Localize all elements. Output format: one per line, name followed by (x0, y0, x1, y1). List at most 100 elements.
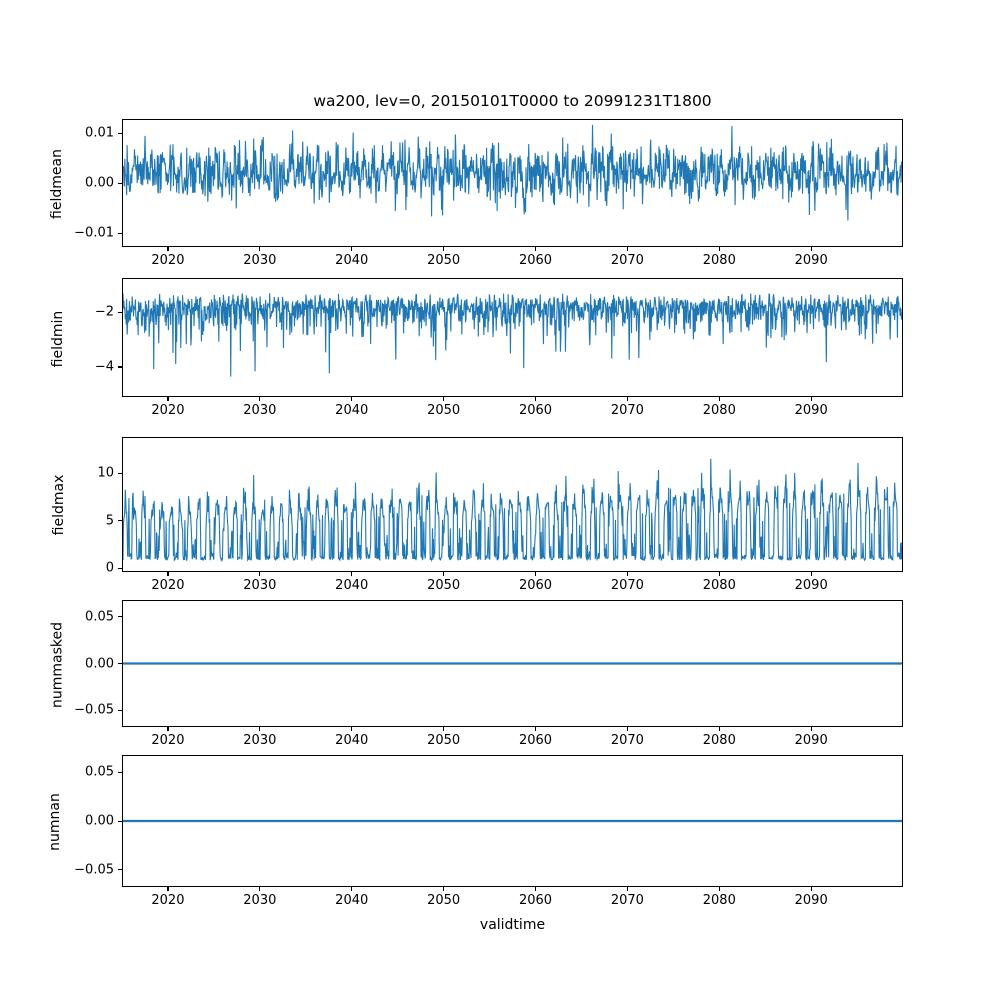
ytick-label-fieldmax-1: 5 (105, 513, 114, 529)
xtick-mark-p3-7 (810, 727, 812, 731)
xtick-label-p1-6: 2080 (702, 403, 736, 418)
xtick-mark-p3-6 (718, 727, 720, 731)
xtick-mark-p3-0 (167, 727, 169, 731)
xtick-mark-p1-4 (535, 397, 537, 401)
xtick-label-p0-0: 2020 (151, 253, 185, 268)
xtick-label-p0-1: 2030 (243, 253, 277, 268)
xtick-label-p3-2: 2040 (335, 733, 369, 748)
xtick-label-p4-3: 2050 (427, 893, 461, 908)
subplot-nummasked (122, 600, 903, 727)
subplot-fieldmin (122, 278, 903, 397)
ytick-mark-numnan-1 (118, 820, 122, 822)
xtick-mark-p2-2 (351, 572, 353, 576)
xtick-mark-p4-6 (718, 887, 720, 891)
xtick-label-p2-2: 2040 (335, 578, 369, 593)
ytick-label-nummasked-1: 0.00 (85, 656, 114, 671)
xtick-label-p0-5: 2070 (610, 253, 644, 268)
xtick-mark-p4-5 (626, 887, 628, 891)
xtick-mark-p1-1 (259, 397, 261, 401)
xtick-mark-p0-1 (259, 247, 261, 251)
xtick-label-p1-5: 2070 (610, 403, 644, 418)
xtick-mark-p2-7 (810, 572, 812, 576)
ytick-label-fieldmean-1: 0.00 (85, 175, 114, 191)
ytick-label-nummasked-0: −0.05 (74, 702, 114, 718)
figure-title: wa200, lev=0, 20150101T0000 to 20991231T… (313, 92, 712, 110)
xtick-label-p0-2: 2040 (335, 253, 369, 268)
ytick-mark-numnan-0 (118, 869, 122, 871)
ytick-mark-fieldmax-1 (118, 520, 122, 522)
ytick-mark-fieldmean-1 (118, 182, 122, 184)
ytick-label-fieldmean-0: −0.01 (74, 225, 114, 241)
ytick-mark-nummasked-1 (118, 663, 122, 665)
fieldmax-plot-area (123, 438, 902, 571)
fieldmax-series-line (123, 459, 902, 560)
subplot-numnan (122, 755, 903, 887)
ytick-mark-numnan-2 (118, 771, 122, 774)
xtick-mark-p3-3 (443, 727, 445, 731)
xtick-label-p2-7: 2090 (794, 578, 828, 593)
xtick-mark-p2-5 (626, 572, 628, 576)
fieldmin-series-line (123, 293, 902, 376)
ytick-mark-fieldmean-0 (118, 232, 122, 234)
xtick-label-p1-1: 2030 (243, 403, 277, 418)
ytick-label-numnan-2: 0.05 (85, 764, 114, 780)
ytick-mark-fieldmin-1 (118, 311, 122, 313)
xtick-mark-p2-0 (167, 572, 169, 576)
xtick-label-p3-3: 2050 (427, 733, 461, 748)
xtick-mark-p1-7 (810, 397, 812, 401)
xtick-label-p1-7: 2090 (794, 403, 828, 418)
xtick-label-p2-1: 2030 (243, 578, 277, 593)
subplot-fieldmean (122, 119, 903, 247)
fieldmin-plot-area (123, 279, 902, 396)
ytick-mark-fieldmin-0 (118, 366, 122, 368)
xtick-mark-p4-0 (167, 887, 169, 891)
xtick-label-p2-5: 2070 (610, 578, 644, 593)
xtick-mark-p1-5 (626, 397, 628, 401)
xtick-label-p1-3: 2050 (427, 403, 461, 418)
xtick-mark-p3-5 (626, 727, 628, 731)
ytick-mark-fieldmean-2 (118, 132, 122, 134)
xtick-label-p3-6: 2080 (702, 733, 736, 748)
xtick-label-p0-7: 2090 (794, 253, 828, 268)
fieldmean-series-line (123, 125, 902, 220)
xtick-mark-p2-6 (718, 572, 720, 576)
xtick-mark-p0-6 (718, 247, 720, 251)
xaxis-label: validtime (479, 917, 546, 933)
ytick-mark-fieldmax-2 (118, 472, 122, 474)
xtick-label-p2-6: 2080 (702, 578, 736, 593)
xtick-label-p0-6: 2080 (702, 253, 736, 268)
xtick-label-p2-0: 2020 (151, 578, 185, 593)
xtick-mark-p4-7 (810, 887, 812, 891)
xtick-mark-p2-1 (259, 572, 261, 576)
xtick-label-p0-3: 2050 (427, 253, 461, 268)
ytick-label-nummasked-2: 0.05 (85, 609, 114, 625)
xtick-mark-p2-3 (443, 572, 445, 576)
xtick-label-p4-2: 2040 (335, 893, 369, 908)
xtick-label-p3-1: 2030 (243, 733, 277, 748)
xtick-mark-p0-7 (810, 247, 812, 251)
nummasked-plot-area (123, 601, 902, 726)
xtick-label-p4-1: 2030 (243, 893, 277, 908)
xtick-label-p0-4: 2060 (518, 253, 553, 268)
xtick-label-p3-0: 2020 (151, 733, 185, 748)
ytick-label-fieldmin-0: −4 (94, 359, 114, 375)
xtick-label-p3-7: 2090 (794, 733, 828, 748)
ytick-mark-nummasked-2 (118, 616, 122, 618)
ytick-mark-nummasked-0 (118, 709, 122, 711)
xtick-mark-p0-5 (626, 247, 628, 251)
xtick-mark-p1-0 (167, 397, 169, 401)
xtick-mark-p1-3 (443, 397, 445, 401)
xtick-mark-p1-6 (718, 397, 720, 401)
xtick-label-p4-5: 2070 (610, 893, 644, 908)
xtick-label-p1-0: 2020 (151, 403, 185, 418)
ytick-label-fieldmax-0: 0 (105, 560, 114, 576)
xtick-mark-p4-4 (535, 887, 537, 891)
xtick-mark-p1-2 (351, 397, 353, 401)
xtick-label-p2-3: 2050 (427, 578, 461, 593)
numnan-plot-area (123, 756, 902, 886)
xtick-label-p4-0: 2020 (151, 893, 185, 908)
xtick-mark-p4-3 (443, 887, 445, 891)
xtick-mark-p0-2 (351, 247, 353, 251)
subplot-fieldmax (122, 437, 903, 572)
